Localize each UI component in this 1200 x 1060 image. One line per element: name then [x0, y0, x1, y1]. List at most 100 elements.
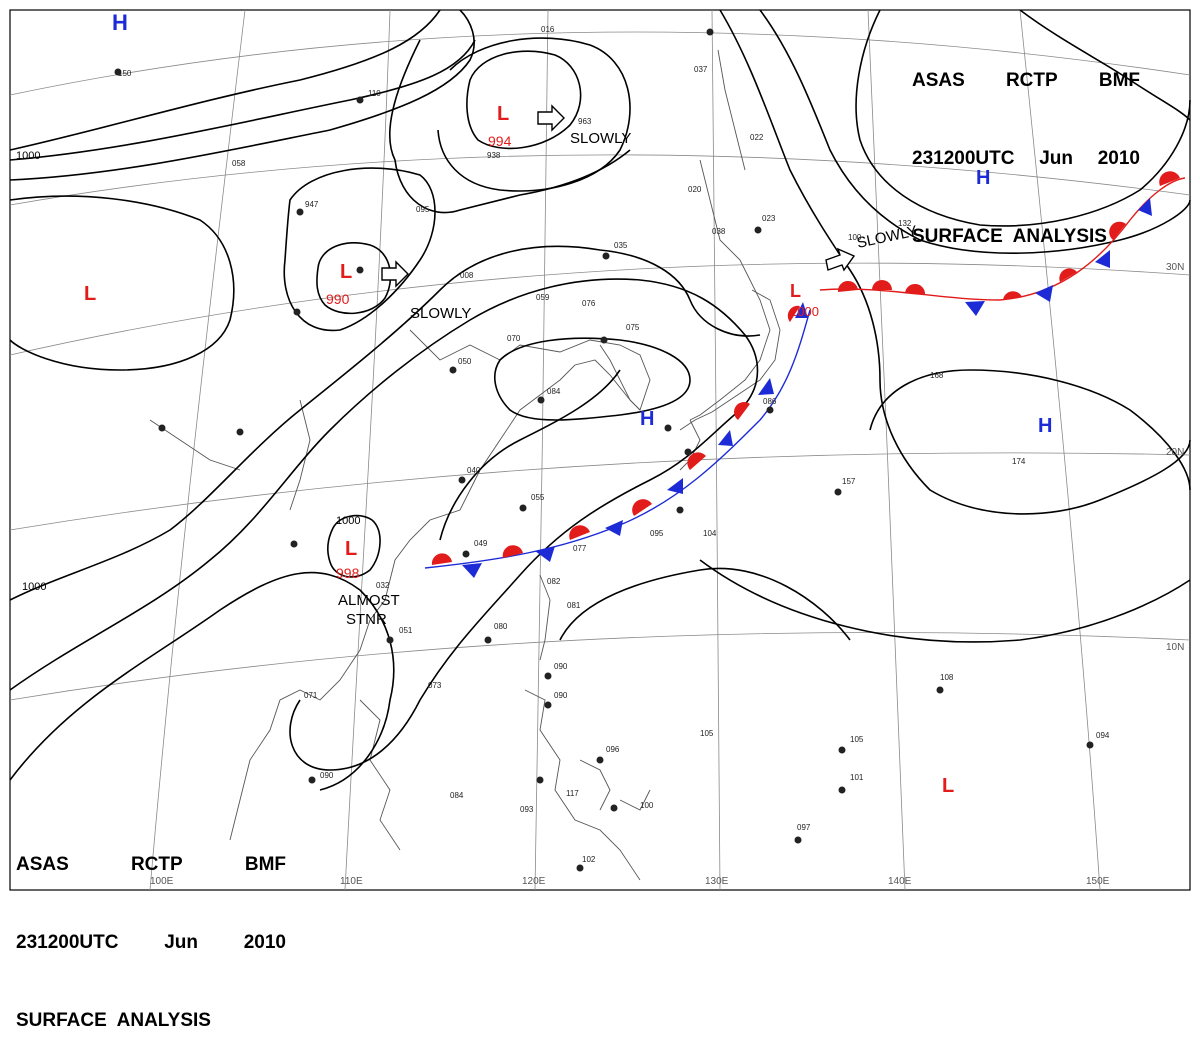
- map-header-bottom-left: ASAS RCTP BMF 231200UTC Jun 2010 SURFACE…: [16, 800, 286, 1060]
- lat-label: 20N: [1166, 447, 1184, 458]
- header-year: 2010: [1097, 148, 1140, 169]
- station-value: 132: [898, 219, 912, 228]
- station-value: 075: [626, 323, 640, 332]
- motion-label: ALMOST: [338, 592, 400, 609]
- map-border: [9, 9, 1191, 891]
- station-value: 049: [474, 539, 488, 548]
- station-value: 084: [450, 791, 464, 800]
- header-issuer-code: RCTP: [1005, 70, 1058, 91]
- station-value: 081: [567, 601, 581, 610]
- station-value: 086: [763, 397, 777, 406]
- station-value: 032: [376, 581, 390, 590]
- station-symbols: [114, 28, 1094, 872]
- header-line-2: 231200UTC Jun 2010: [912, 146, 1140, 172]
- station-value: 037: [694, 65, 708, 74]
- lon-label: 110E: [340, 876, 363, 887]
- station-value: 077: [573, 544, 587, 553]
- low-pressure-symbol: L: [942, 775, 954, 797]
- pressure-centers: H L 994 L 990 L 998 L H H H L 1000 L: [84, 10, 1052, 797]
- header-office-code: BMF: [1098, 70, 1140, 91]
- station-value: 947: [305, 200, 319, 209]
- station-value: 174: [1012, 457, 1026, 466]
- lon-label: 120E: [522, 876, 546, 887]
- header-title: SURFACE ANALYSIS: [16, 1010, 211, 1031]
- station-value: 963: [578, 117, 592, 126]
- motion-arrow-icon: [381, 260, 409, 288]
- station-value: 100: [848, 233, 862, 242]
- low-pressure-symbol: L: [345, 538, 357, 560]
- header-line-1: ASAS RCTP BMF: [912, 68, 1140, 94]
- isobar-labels: 1000 1000 1000: [16, 150, 360, 593]
- low-pressure-value: 994: [488, 133, 512, 149]
- isobar-label: 1000: [336, 515, 360, 527]
- station-value: 157: [842, 477, 856, 486]
- header-month: Jun: [164, 932, 198, 953]
- high-pressure-symbol: H: [1038, 415, 1052, 437]
- station-value: 110: [368, 89, 381, 98]
- coastlines: [149, 49, 781, 881]
- coordinate-labels: 100E 110E 120E 130E 140E 150E 30N 20N 10…: [150, 262, 1184, 887]
- isobars: [9, 9, 1191, 791]
- station-value: 090: [554, 662, 568, 671]
- low-pressure-symbol: L: [497, 103, 509, 125]
- station-value: 040: [467, 466, 481, 475]
- station-value: 104: [703, 529, 717, 538]
- station-value: 117: [566, 789, 579, 798]
- header-time: 231200UTC: [912, 148, 1015, 169]
- motion-label: SLOWLY: [410, 305, 471, 322]
- low-pressure-symbol: L: [790, 281, 801, 301]
- header-center-code: ASAS: [912, 70, 965, 91]
- isobar-label: 1000: [16, 150, 40, 162]
- station-value: 090: [320, 771, 334, 780]
- isobar-label: 1000: [22, 581, 46, 593]
- stationary-front-west: [424, 302, 811, 578]
- station-value: 023: [762, 214, 776, 223]
- station-value: 100: [640, 801, 654, 810]
- station-value: 094: [1096, 731, 1110, 740]
- header-title: SURFACE ANALYSIS: [912, 226, 1107, 247]
- lon-label: 150E: [1086, 876, 1110, 887]
- station-value: 080: [494, 622, 508, 631]
- motion-label: STNR: [346, 611, 387, 628]
- station-value: 082: [547, 577, 561, 586]
- station-value: 150: [118, 69, 132, 78]
- station-value: 073: [428, 681, 442, 690]
- weather-map: 1000 1000 1000: [9, 9, 1191, 891]
- station-value: 055: [531, 493, 545, 502]
- station-value: 093: [520, 805, 534, 814]
- stationary-front-east: [819, 171, 1186, 316]
- motion-arrow-icon: [537, 104, 565, 132]
- motion-arrow-icon: [825, 247, 856, 272]
- station-plots: 016 150 110 058 947 963 938 095 008 059 …: [114, 25, 1110, 872]
- station-value: 070: [507, 334, 521, 343]
- header-issuer-code: RCTP: [130, 854, 183, 875]
- lon-label: 100E: [150, 876, 174, 887]
- header-line-1: ASAS RCTP BMF: [16, 852, 286, 878]
- station-value: 096: [606, 745, 620, 754]
- station-value: 051: [399, 626, 413, 635]
- station-value: 097: [797, 823, 811, 832]
- low-pressure-symbol: L: [340, 261, 352, 283]
- station-value: 038: [712, 227, 726, 236]
- lat-label: 10N: [1166, 642, 1184, 653]
- station-value: 058: [232, 159, 246, 168]
- station-value: 035: [614, 241, 628, 250]
- station-value: 076: [582, 299, 596, 308]
- low-pressure-value: 990: [326, 291, 350, 307]
- station-value: 105: [700, 729, 714, 738]
- lon-label: 140E: [888, 876, 912, 887]
- station-value: 059: [536, 293, 550, 302]
- low-pressure-value: 998: [336, 565, 360, 581]
- station-value: 101: [850, 773, 864, 782]
- station-value: 050: [458, 357, 472, 366]
- station-value: 084: [547, 387, 561, 396]
- station-value: 095: [650, 529, 664, 538]
- station-value: 090: [554, 691, 568, 700]
- station-value: 095: [416, 205, 430, 214]
- station-value: 022: [750, 133, 764, 142]
- high-pressure-symbol: H: [112, 10, 128, 35]
- station-value: 168: [930, 371, 944, 380]
- station-value: 102: [582, 855, 596, 864]
- map-header-top-right: ASAS RCTP BMF 231200UTC Jun 2010 SURFACE…: [912, 16, 1140, 276]
- movement-arrows: [381, 104, 856, 288]
